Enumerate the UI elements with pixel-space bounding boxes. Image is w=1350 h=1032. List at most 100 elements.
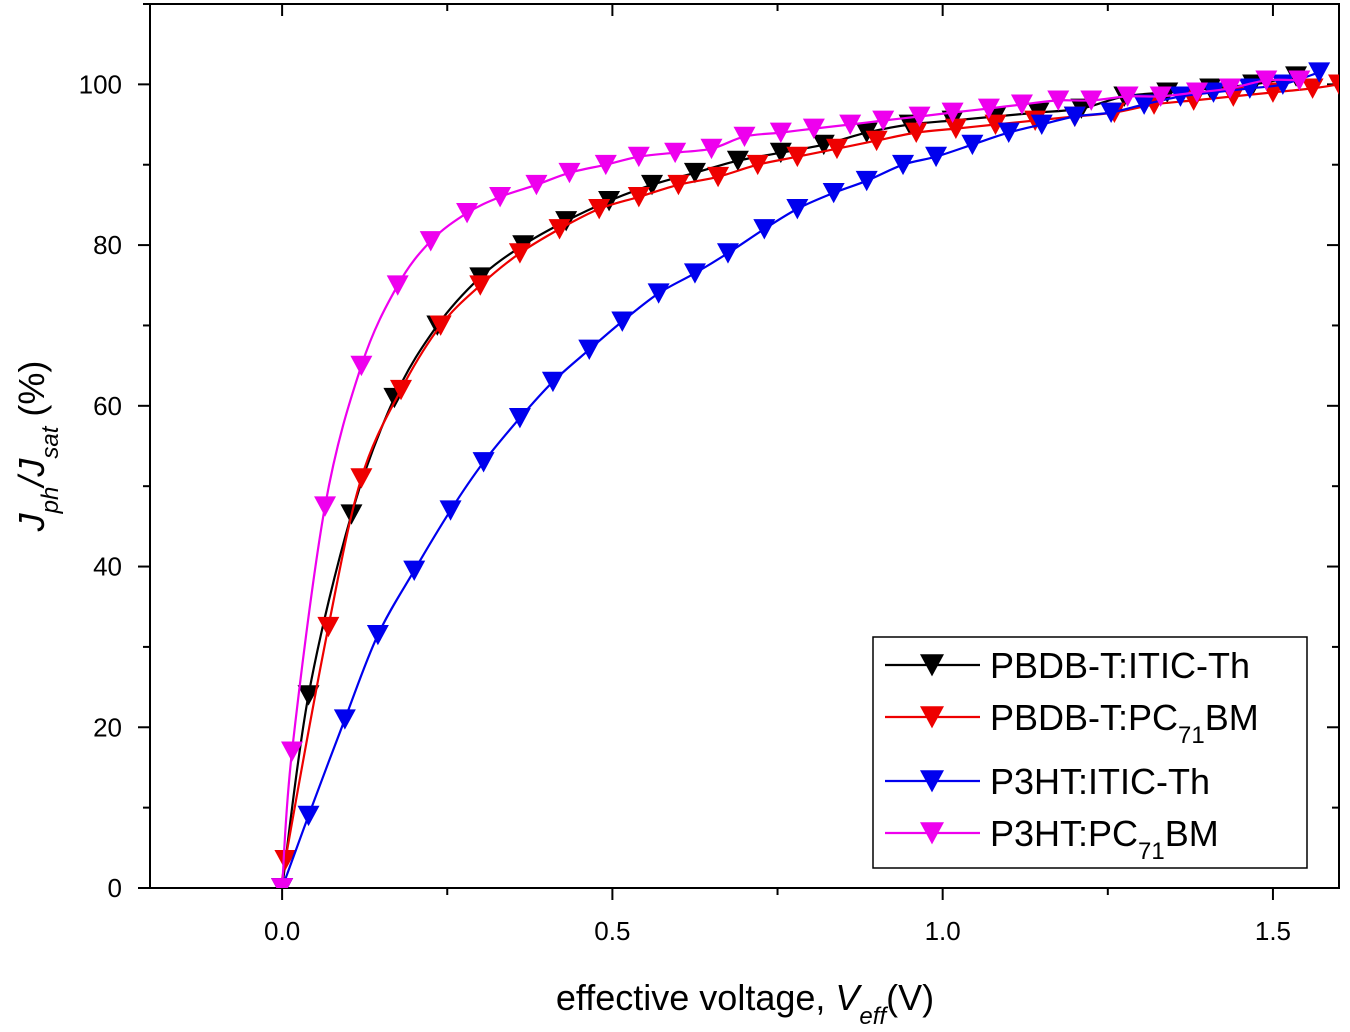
- data-point: [1116, 86, 1139, 107]
- data-point: [594, 154, 617, 176]
- y-tick-label: 20: [93, 712, 122, 742]
- data-point: [1047, 90, 1070, 111]
- x-tick-label: 1.0: [925, 916, 961, 946]
- data-point: [905, 122, 928, 144]
- data-point: [664, 142, 687, 164]
- data-point: [1030, 114, 1053, 135]
- data-point: [1149, 86, 1172, 107]
- data-point: [769, 142, 792, 164]
- data-point: [683, 263, 706, 284]
- legend-marker: [920, 822, 944, 845]
- data-point: [403, 560, 426, 582]
- data-point: [472, 452, 495, 473]
- legend-label: P3HT:ITIC-Th: [990, 761, 1210, 802]
- data-point: [707, 166, 730, 188]
- data-point: [802, 118, 825, 140]
- data-point: [786, 199, 809, 220]
- legend-item: PBDB-T:PC71BM: [885, 697, 1259, 749]
- y-axis-title: Jph/Jsat (%): [11, 361, 64, 533]
- data-point: [598, 190, 621, 212]
- legend: PBDB-T:ITIC-Th PBDB-T:PC71BM P3HT:ITIC-Th P…: [872, 636, 1308, 869]
- legend-marker: [920, 654, 944, 677]
- data-point: [733, 126, 756, 148]
- data-point: [558, 162, 581, 184]
- data-point: [786, 146, 809, 168]
- data-point: [1185, 82, 1208, 103]
- data-point: [961, 134, 984, 156]
- data-point: [908, 106, 931, 127]
- data-point: [508, 407, 531, 429]
- data-point: [641, 174, 664, 196]
- data-point: [386, 275, 409, 296]
- y-tick-label: 80: [93, 230, 122, 260]
- data-point: [716, 243, 739, 264]
- data-point: [984, 114, 1007, 135]
- data-point: [419, 231, 442, 252]
- data-point: [855, 170, 878, 192]
- series-3: [271, 70, 1311, 888]
- data-point: [489, 186, 512, 208]
- data-point: [1288, 70, 1311, 91]
- data-point: [1010, 94, 1033, 115]
- data-point: [350, 355, 373, 377]
- data-point: [941, 102, 964, 123]
- data-point: [683, 162, 706, 184]
- series-layer: [271, 62, 1339, 888]
- data-point: [977, 98, 1000, 119]
- y-tick-label: 100: [79, 69, 122, 99]
- data-point: [588, 199, 611, 220]
- data-point: [997, 122, 1020, 144]
- data-point: [647, 283, 670, 304]
- data-point: [439, 500, 462, 521]
- data-point: [611, 311, 634, 332]
- legend-box: [872, 636, 1308, 869]
- data-point: [508, 243, 531, 264]
- data-point: [456, 203, 479, 224]
- data-point: [578, 339, 601, 361]
- x-axis-title: effective voltage, Veff(V): [556, 977, 934, 1030]
- data-point: [525, 174, 548, 196]
- y-tick-label: 0: [108, 873, 122, 903]
- data-point: [1063, 106, 1086, 127]
- data-point: [855, 122, 878, 144]
- data-point: [548, 219, 571, 240]
- data-point: [541, 371, 564, 393]
- data-point: [925, 146, 948, 168]
- data-point: [1255, 70, 1278, 91]
- data-point: [271, 878, 294, 888]
- data-point: [1133, 94, 1156, 115]
- data-point: [627, 186, 650, 208]
- data-point: [627, 146, 650, 168]
- legend-label: PBDB-T:PC71BM: [990, 697, 1259, 749]
- data-point: [429, 315, 452, 336]
- legend-label: P3HT:PC71BM: [990, 813, 1219, 865]
- data-point: [865, 130, 888, 152]
- legend-item: P3HT:ITIC-Th: [885, 761, 1210, 802]
- data-point: [1202, 82, 1225, 103]
- legend-marker: [920, 770, 944, 793]
- data-point: [746, 154, 769, 176]
- data-point: [350, 468, 373, 489]
- series-2: [271, 62, 1331, 888]
- data-point: [366, 624, 389, 646]
- data-point: [1100, 102, 1123, 123]
- data-point: [872, 110, 895, 131]
- data-point: [944, 118, 967, 140]
- data-point: [769, 122, 792, 144]
- legend-marker: [920, 706, 944, 729]
- data-point: [667, 174, 690, 196]
- y-tick-label: 40: [93, 552, 122, 582]
- data-point: [753, 219, 776, 240]
- legend-item: PBDB-T:ITIC-Th: [885, 645, 1250, 686]
- data-point: [469, 275, 492, 296]
- axis-ticks: 0.0 0.5 1.0 1.5 0 20 40 60 80 100: [79, 3, 1339, 946]
- data-point: [281, 741, 304, 762]
- data-point: [1328, 74, 1339, 95]
- data-point: [274, 849, 297, 871]
- legend-label: PBDB-T:ITIC-Th: [990, 645, 1250, 686]
- data-point: [1301, 78, 1324, 99]
- x-tick-label: 1.5: [1255, 916, 1291, 946]
- data-point: [297, 685, 320, 706]
- data-point: [297, 805, 320, 827]
